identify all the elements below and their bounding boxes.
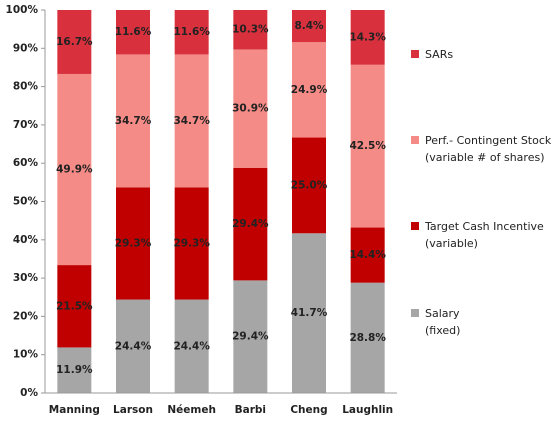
value-label: 14.3% xyxy=(349,31,386,43)
value-label: 8.4% xyxy=(294,20,324,32)
bar-segment xyxy=(57,73,92,266)
bar-segment xyxy=(174,10,209,55)
value-label: 29.3% xyxy=(173,237,210,249)
bar-segment xyxy=(57,265,92,348)
bar-segment xyxy=(350,227,385,283)
x-tick-label: Laughlin xyxy=(342,404,393,416)
bar-segment xyxy=(292,233,326,393)
x-tick-label: Manning xyxy=(49,404,100,416)
y-tick-label: 100% xyxy=(6,4,39,16)
bar-segment xyxy=(174,187,209,300)
value-label: 28.8% xyxy=(349,332,386,344)
legend-label: Target Cash Incentive (variable) xyxy=(425,220,544,250)
value-label: 14.4% xyxy=(349,249,386,261)
y-tick-label: 10% xyxy=(13,349,39,361)
value-label: 16.7% xyxy=(56,36,93,48)
value-label: 21.5% xyxy=(56,300,93,312)
value-label: 24.4% xyxy=(173,340,210,352)
bar-segment xyxy=(350,282,385,393)
y-tick-label: 50% xyxy=(13,196,39,208)
value-label: 29.4% xyxy=(232,218,269,230)
legend-entry: Salary (fixed) xyxy=(411,305,461,339)
y-tick-label: 90% xyxy=(13,42,39,54)
bar-segment xyxy=(233,280,268,393)
y-tick-label: 60% xyxy=(13,157,39,169)
y-tick-label: 30% xyxy=(13,272,39,284)
legend-swatch xyxy=(411,222,419,230)
legend-label: Perf.- Contingent Stock (variable # of s… xyxy=(425,134,552,164)
value-label: 24.9% xyxy=(291,84,328,96)
x-tick-label: Barbi xyxy=(235,404,266,416)
legend-label: SARs xyxy=(425,48,454,61)
bar-segment xyxy=(292,137,326,234)
value-label: 24.4% xyxy=(115,340,152,352)
value-label: 11.6% xyxy=(173,26,210,38)
bar-segment xyxy=(350,64,385,228)
y-tick-label: 70% xyxy=(13,119,39,131)
legend-swatch xyxy=(411,136,419,144)
legend-entry: SARs xyxy=(411,46,454,63)
value-label: 29.4% xyxy=(232,331,269,343)
bar-segment xyxy=(174,299,209,393)
x-tick-label: Cheng xyxy=(290,404,327,416)
legend-swatch xyxy=(411,309,419,317)
value-label: 30.9% xyxy=(232,103,269,115)
x-tick-label: Larson xyxy=(113,404,153,416)
legend-label: Salary (fixed) xyxy=(425,307,461,337)
value-label: 42.5% xyxy=(349,140,386,152)
value-label: 41.7% xyxy=(291,307,328,319)
value-label: 10.3% xyxy=(232,24,269,36)
bar-segment xyxy=(116,187,150,300)
legend-entry: Perf.- Contingent Stock (variable # of s… xyxy=(411,132,552,166)
bar-segment xyxy=(350,10,385,65)
value-label: 25.0% xyxy=(291,179,328,191)
value-label: 49.9% xyxy=(56,164,93,176)
value-label: 11.6% xyxy=(115,26,152,38)
y-tick-label: 0% xyxy=(20,387,38,399)
bar-segment xyxy=(116,54,150,188)
value-label: 11.9% xyxy=(56,364,93,376)
bar-segment xyxy=(116,299,150,393)
bar-segment xyxy=(292,42,326,138)
bar-segment xyxy=(57,347,92,393)
value-label: 29.3% xyxy=(115,237,152,249)
bar-segment xyxy=(292,10,326,43)
bar-segment xyxy=(174,54,209,188)
bar-segment xyxy=(233,49,268,168)
x-tick-label: Néemeh xyxy=(167,404,216,416)
y-tick-label: 20% xyxy=(13,310,39,322)
legend-swatch xyxy=(411,50,419,58)
value-label: 34.7% xyxy=(173,115,210,127)
value-label: 34.7% xyxy=(115,115,152,127)
bar-segment xyxy=(57,10,92,74)
bar-segment xyxy=(233,167,268,281)
bar-segment xyxy=(116,10,150,55)
y-tick-label: 80% xyxy=(13,81,39,93)
legend-entry: Target Cash Incentive (variable) xyxy=(411,218,544,252)
bar-segment xyxy=(233,10,268,50)
y-tick-label: 40% xyxy=(13,234,39,246)
